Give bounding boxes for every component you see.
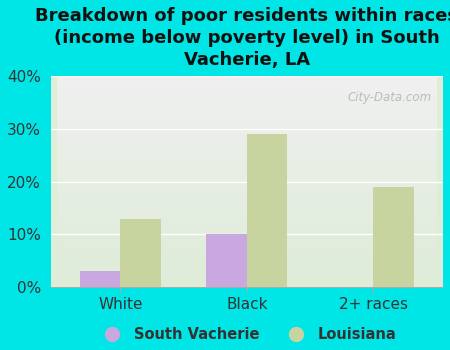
Bar xyxy=(80,271,120,287)
Bar xyxy=(374,187,414,287)
Bar xyxy=(207,234,247,287)
Legend: South Vacherie, Louisiana: South Vacherie, Louisiana xyxy=(91,322,402,348)
Bar xyxy=(247,134,288,287)
Text: City-Data.com: City-Data.com xyxy=(347,91,431,104)
Bar xyxy=(120,218,161,287)
Title: Breakdown of poor residents within races
(income below poverty level) in South
V: Breakdown of poor residents within races… xyxy=(36,7,450,69)
